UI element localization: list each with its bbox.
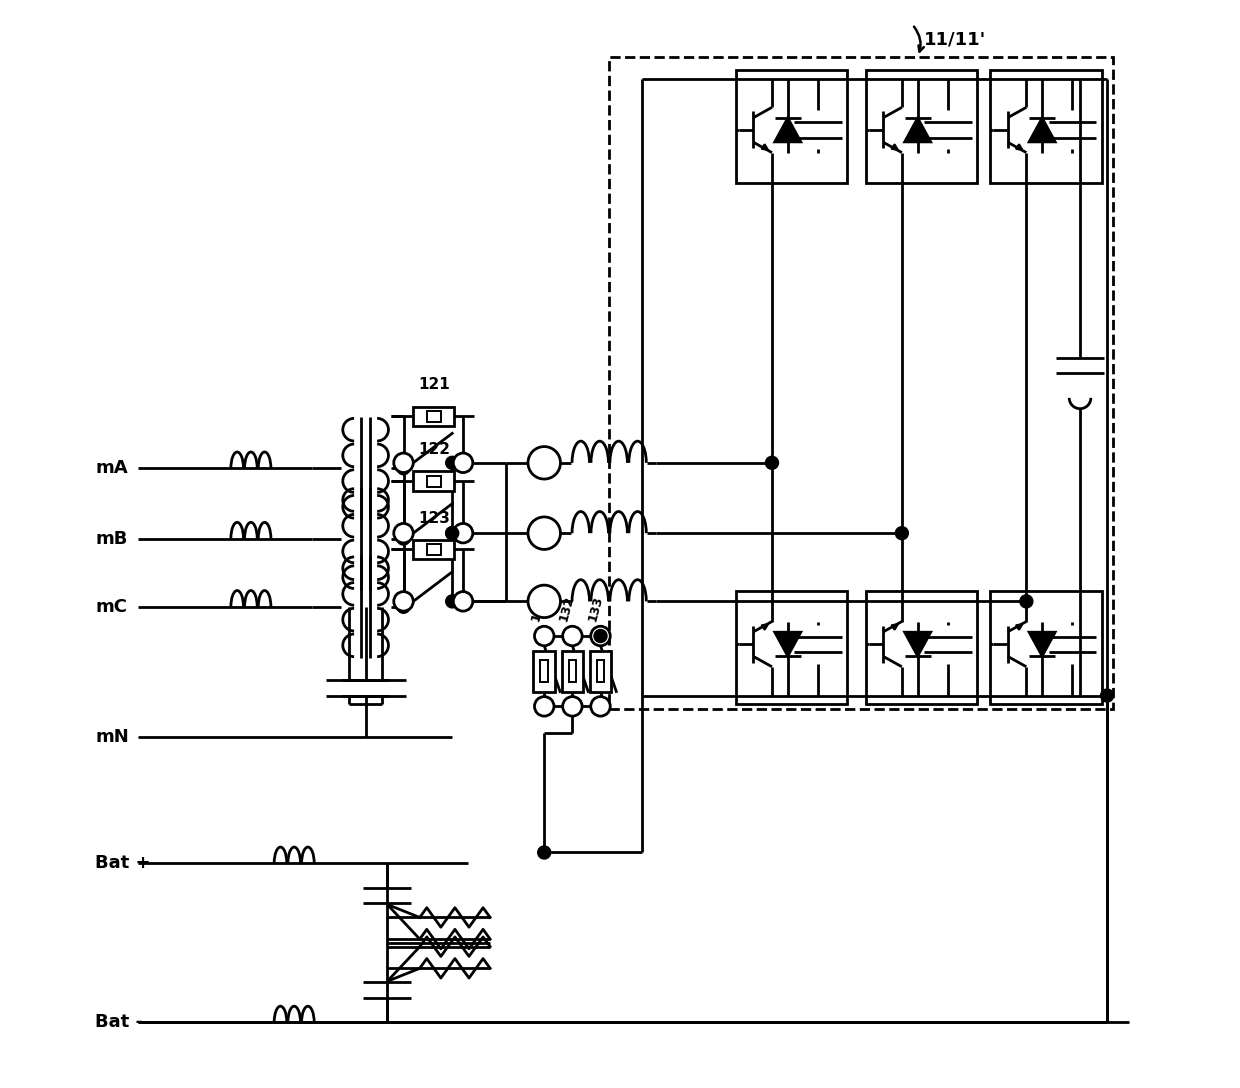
Bar [735,70,847,184]
Bar [413,540,454,559]
Circle shape [397,461,410,474]
Text: Bat +: Bat + [95,854,150,873]
Circle shape [765,456,779,469]
Text: mN: mN [95,728,129,745]
Circle shape [528,585,560,618]
Circle shape [445,595,459,608]
Bar [427,411,441,422]
Circle shape [397,532,410,545]
Circle shape [397,601,410,614]
Circle shape [394,592,413,611]
Text: Bat -: Bat - [95,1013,143,1031]
Text: 122: 122 [418,443,450,457]
Circle shape [534,627,554,646]
Circle shape [528,517,560,549]
Bar [609,57,1112,708]
Polygon shape [905,119,931,141]
Circle shape [394,453,413,472]
Circle shape [1019,595,1033,608]
Bar [590,651,611,692]
Bar [735,591,847,704]
Circle shape [454,523,472,543]
Circle shape [563,627,582,646]
Text: mA: mA [95,459,128,478]
Bar [991,70,1101,184]
Circle shape [538,846,551,860]
Text: 11/11': 11/11' [925,30,987,48]
Text: mB: mB [95,530,128,547]
Bar [866,591,977,704]
Text: 132: 132 [557,594,577,623]
Bar [866,70,977,184]
Polygon shape [775,119,801,141]
Bar [533,651,556,692]
Circle shape [445,456,459,469]
Circle shape [895,527,909,540]
Text: 133: 133 [585,594,605,623]
Bar [991,591,1101,704]
Circle shape [454,592,472,611]
Bar [427,544,441,555]
Circle shape [563,696,582,716]
Bar [596,660,604,682]
Polygon shape [1029,632,1055,656]
Circle shape [1101,689,1114,702]
Bar [569,660,577,682]
Circle shape [534,696,554,716]
Bar [541,660,548,682]
Text: 131: 131 [529,594,548,623]
Polygon shape [905,632,931,656]
Circle shape [445,527,459,540]
Circle shape [454,453,472,472]
Circle shape [445,527,459,540]
Circle shape [590,627,610,646]
Text: 121: 121 [418,378,450,393]
Polygon shape [1029,119,1055,141]
Bar [427,475,441,486]
Bar [413,471,454,491]
Text: mC: mC [95,597,126,616]
Bar [413,407,454,426]
Circle shape [590,696,610,716]
Bar [562,651,583,692]
Polygon shape [775,632,801,656]
Circle shape [594,630,608,643]
Circle shape [528,446,560,479]
Circle shape [394,523,413,543]
Text: 123: 123 [418,510,450,526]
